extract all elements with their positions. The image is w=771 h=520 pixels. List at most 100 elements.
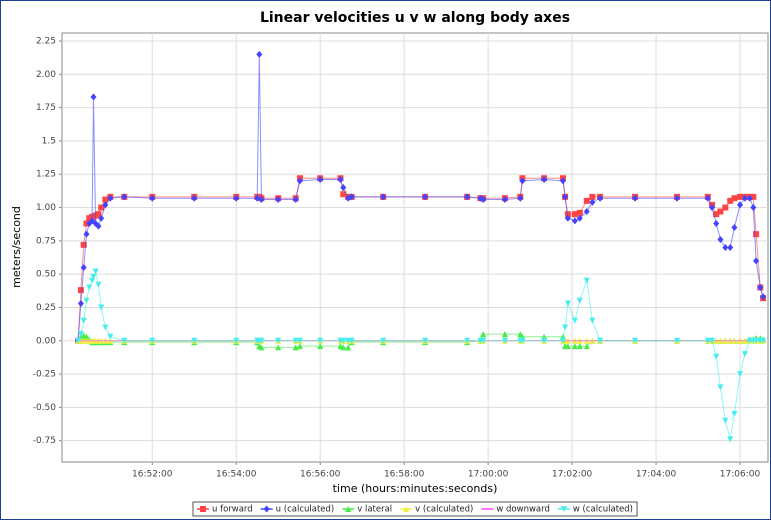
- point: [750, 193, 757, 200]
- point: [98, 204, 105, 211]
- y-tick-label: 0.75: [36, 236, 56, 246]
- point: [737, 201, 744, 209]
- point: [564, 211, 571, 218]
- point: [589, 193, 596, 200]
- point: [722, 244, 729, 251]
- point: [149, 194, 156, 202]
- point: [464, 193, 471, 201]
- point: [760, 293, 767, 301]
- point: [107, 194, 114, 202]
- point: [519, 177, 526, 185]
- marks: [75, 50, 767, 443]
- point: [704, 337, 711, 344]
- y-tick-label: 0.00: [36, 336, 56, 346]
- point: [753, 231, 760, 238]
- point: [75, 337, 82, 344]
- y-tick-label: 1.5: [42, 136, 56, 146]
- y-tick-label: -0.75: [33, 436, 56, 446]
- point: [562, 324, 569, 331]
- y-axis-label: meters/second: [10, 206, 23, 288]
- point: [83, 297, 90, 304]
- y-tick-label: 2.25: [36, 36, 56, 46]
- y-tick-label: 1.75: [36, 103, 56, 113]
- point: [403, 506, 410, 512]
- grid: 2.25 2.00 1.75 1.5 1.25 1.00 0.75 0.50 0.25 0.00 -…: [33, 33, 768, 480]
- point: [107, 333, 114, 340]
- point: [422, 337, 429, 344]
- point: [589, 317, 596, 324]
- point: [102, 196, 109, 203]
- point: [275, 196, 282, 204]
- point: [275, 337, 282, 344]
- point: [77, 331, 84, 338]
- point: [191, 194, 198, 202]
- legend-item: u forward: [196, 505, 253, 515]
- point: [317, 337, 324, 344]
- point: [713, 220, 720, 228]
- point: [571, 317, 578, 324]
- point: [263, 505, 270, 513]
- point: [576, 209, 583, 216]
- point: [632, 194, 639, 202]
- point: [501, 337, 508, 344]
- y-tick-label: 1.00: [36, 203, 56, 213]
- point: [727, 436, 734, 443]
- point: [149, 337, 156, 344]
- point: [256, 50, 263, 58]
- point: [77, 287, 84, 294]
- point: [727, 197, 734, 204]
- point: [296, 177, 303, 185]
- y-tick-label: 1.25: [36, 170, 56, 180]
- point: [340, 344, 347, 351]
- point: [83, 333, 90, 340]
- point: [731, 224, 738, 232]
- legend-label: v lateral: [357, 505, 392, 515]
- legend: u forward u (calculated) v lateral v (calcu…: [192, 501, 638, 517]
- point: [541, 176, 548, 184]
- point: [121, 337, 128, 344]
- point: [121, 193, 128, 201]
- point: [340, 337, 347, 344]
- point: [90, 273, 97, 280]
- point: [77, 299, 84, 307]
- point: [348, 337, 355, 344]
- point: [583, 277, 590, 284]
- point: [345, 506, 352, 512]
- point: [541, 337, 548, 344]
- point: [98, 214, 105, 222]
- point: [317, 343, 324, 350]
- point: [583, 208, 590, 216]
- legend-item: v (calculated): [400, 505, 473, 515]
- point: [576, 343, 583, 350]
- point: [559, 177, 566, 185]
- point: [760, 337, 767, 344]
- point: [746, 194, 753, 202]
- point: [258, 337, 265, 344]
- series-line: [77, 269, 764, 440]
- point: [83, 230, 90, 238]
- series: [75, 268, 767, 443]
- y-tick-label: 2.00: [36, 70, 56, 80]
- point: [340, 191, 347, 198]
- point: [191, 337, 198, 344]
- legend-label: u (calculated): [276, 505, 335, 515]
- point: [722, 417, 729, 424]
- point: [292, 196, 299, 204]
- point: [737, 193, 744, 200]
- point: [713, 353, 720, 360]
- point: [95, 211, 102, 218]
- point: [292, 337, 299, 344]
- point: [713, 211, 720, 218]
- point: [674, 337, 681, 344]
- point: [102, 324, 109, 331]
- point: [576, 214, 583, 222]
- point: [296, 337, 303, 344]
- point: [597, 337, 604, 344]
- x-axis-label: time (hours:minutes:seconds): [333, 482, 498, 495]
- point: [731, 195, 738, 202]
- y-tick-label: -0.50: [33, 403, 57, 413]
- point: [258, 344, 265, 351]
- point: [560, 506, 567, 512]
- point: [317, 176, 324, 184]
- point: [583, 197, 590, 204]
